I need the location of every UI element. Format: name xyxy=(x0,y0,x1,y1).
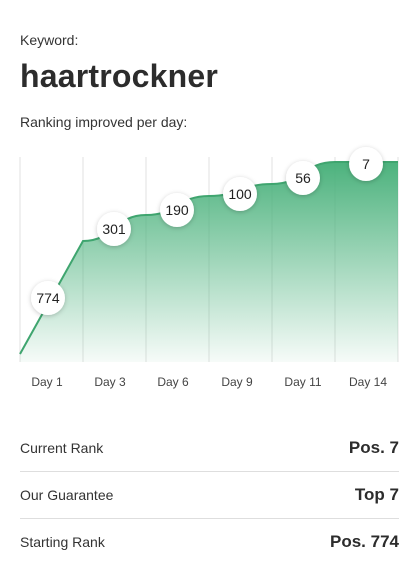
rank-bubble xyxy=(286,161,320,195)
x-tick-label: Day 3 xyxy=(94,375,126,389)
current-rank-value: Pos. 7 xyxy=(348,438,399,457)
guarantee-label: Our Guarantee xyxy=(20,487,114,503)
guarantee-value: Top 7 xyxy=(354,485,399,504)
guarantee-row: Our Guarantee Top 7 xyxy=(20,472,399,519)
starting-rank-row: Starting Rank Pos. 774 xyxy=(20,519,399,565)
x-tick-label: Day 14 xyxy=(349,375,387,389)
rank-label-day-2: 301 xyxy=(97,212,131,246)
x-axis-ticks: Day 1 Day 3 Day 6 Day 9 Day 11 Day 14 xyxy=(31,375,387,389)
rank-bubble xyxy=(160,193,194,227)
starting-rank-label: Starting Rank xyxy=(20,534,105,550)
rank-labels: 774 301 190 100 56 7 xyxy=(31,147,383,315)
keyword-title: haartrockner xyxy=(20,58,219,94)
ranking-area xyxy=(20,162,398,362)
x-tick-label: Day 6 xyxy=(157,375,189,389)
rank-stats: Current Rank Pos. 7 Our Guarantee Top 7 … xyxy=(20,425,399,565)
x-tick-label: Day 11 xyxy=(284,375,321,389)
rank-label-day-3: 190 xyxy=(160,193,194,227)
rank-label-day-1: 774 xyxy=(31,281,65,315)
rank-bubble xyxy=(349,147,383,181)
rank-value: 774 xyxy=(36,290,60,306)
rank-label-day-6: 7 xyxy=(349,147,383,181)
rank-bubble xyxy=(97,212,131,246)
current-rank-row: Current Rank Pos. 7 xyxy=(20,425,399,472)
rank-label-day-5: 56 xyxy=(286,161,320,195)
rank-value: 190 xyxy=(165,202,189,218)
rank-value: 301 xyxy=(102,221,126,237)
rank-bubble xyxy=(223,177,257,211)
rank-value: 100 xyxy=(228,186,252,202)
keyword-label: Keyword: xyxy=(20,32,79,48)
rank-value: 7 xyxy=(362,156,370,172)
starting-rank-value: Pos. 774 xyxy=(330,532,399,551)
rank-value: 56 xyxy=(295,170,311,186)
current-rank-label: Current Rank xyxy=(20,440,104,456)
rank-label-day-4: 100 xyxy=(223,177,257,211)
x-tick-label: Day 9 xyxy=(221,375,253,389)
x-tick-label: Day 1 xyxy=(31,375,63,389)
chart-subtitle: Ranking improved per day: xyxy=(20,114,188,130)
rank-bubble xyxy=(31,281,65,315)
